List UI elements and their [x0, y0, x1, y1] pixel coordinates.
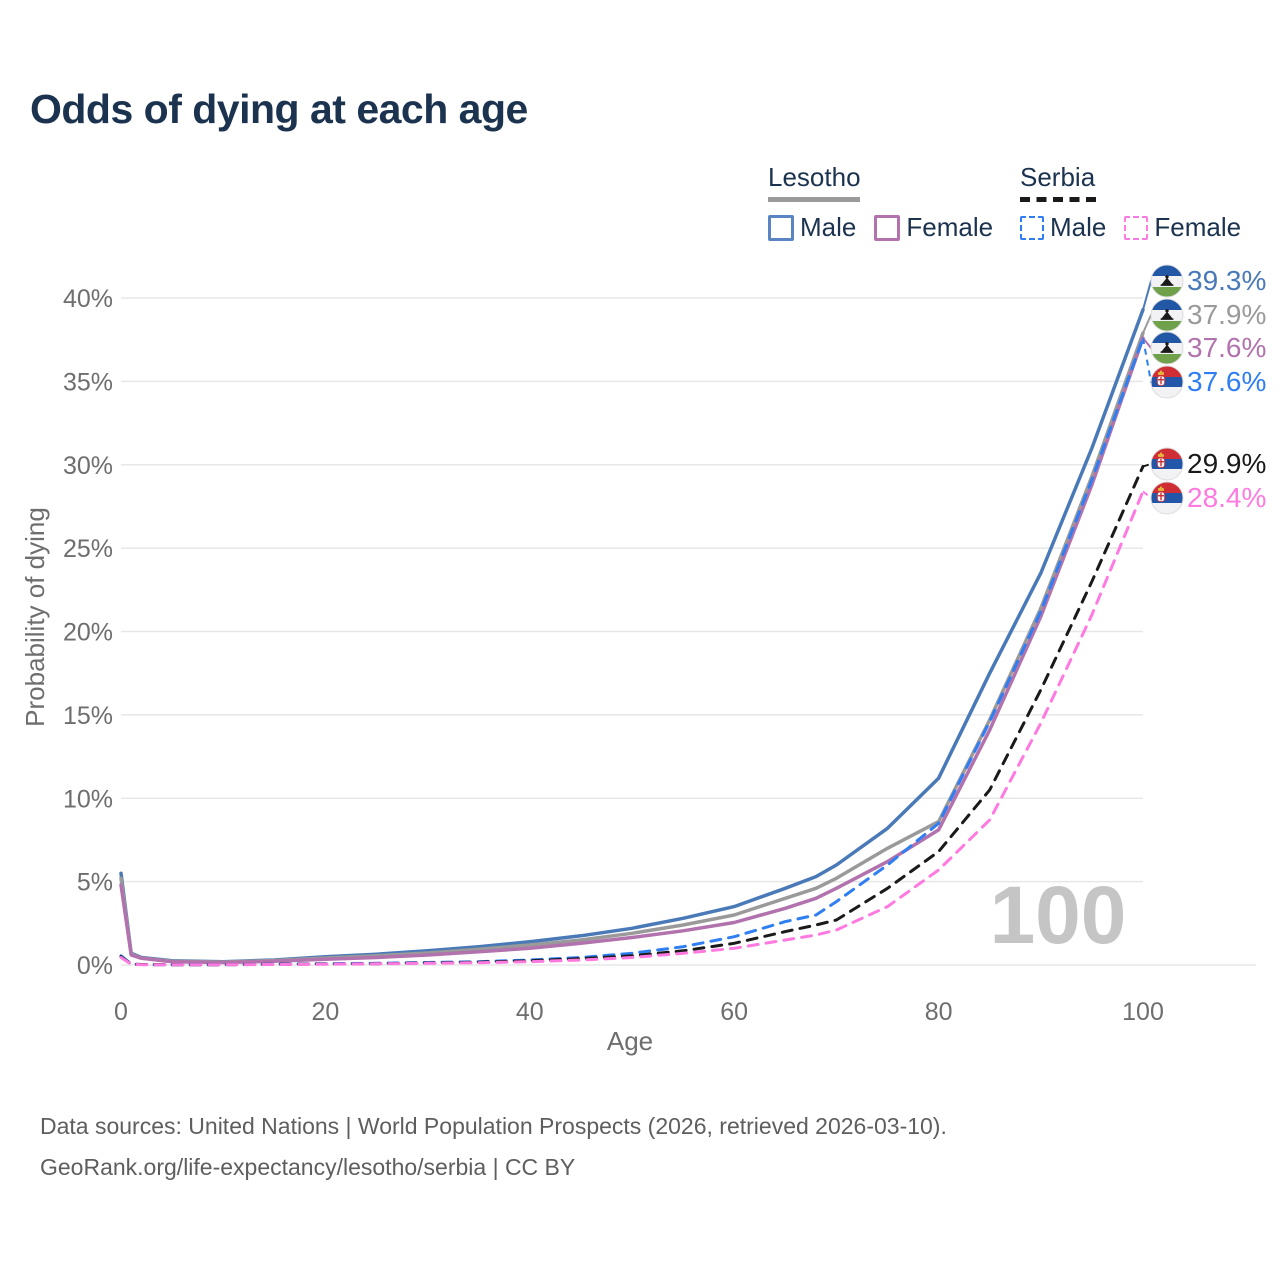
end-label-lesotho-female: 37.6%	[1187, 332, 1266, 363]
legend-group-serbia: Serbia Male Female	[1020, 162, 1241, 243]
y-tick-label: 5%	[77, 869, 113, 897]
watermark-100: 100	[990, 870, 1127, 961]
serbia-flag-icon	[1151, 482, 1183, 514]
serbia-male-swatch-icon	[1020, 215, 1044, 240]
serbia-female-swatch-icon	[1124, 215, 1149, 240]
data-sources-text: Data sources: United Nations | World Pop…	[40, 1113, 947, 1139]
legend-item-lesotho-male[interactable]: Male	[768, 212, 856, 243]
y-tick-label: 15%	[63, 702, 113, 730]
x-tick-label: 80	[925, 998, 953, 1026]
series-line-lesotho-total[interactable]	[119, 331, 1145, 964]
legend-label-lesotho-female: Female	[906, 212, 994, 242]
legend-label-serbia-male: Male	[1050, 212, 1107, 242]
series-line-serbia-female[interactable]	[119, 489, 1145, 967]
x-tick-label: 100	[1122, 998, 1164, 1026]
attribution-link-text: GeoRank.org/life-expectancy/lesotho/serb…	[40, 1154, 576, 1180]
y-tick-label: 30%	[63, 452, 113, 480]
y-tick-label: 40%	[63, 285, 113, 313]
y-tick-label: 0%	[77, 952, 113, 980]
lesotho-flag-icon	[1151, 265, 1183, 297]
x-axis-title: Age	[607, 1026, 653, 1056]
legend-item-serbia-male[interactable]: Male	[1020, 212, 1106, 243]
legend-label-lesotho-male: Male	[800, 212, 857, 242]
lesotho-female-swatch-icon	[874, 214, 901, 241]
y-tick-label: 25%	[63, 535, 113, 563]
end-label-serbia-male: 37.6%	[1187, 366, 1266, 397]
lesotho-flag-icon	[1151, 332, 1183, 364]
x-tick-label: 60	[720, 998, 748, 1026]
end-label-leader	[1142, 463, 1152, 468]
end-label-lesotho-total: 37.9%	[1187, 299, 1266, 330]
x-tick-label: 20	[311, 998, 339, 1026]
legend-country-lesotho: Lesotho	[768, 162, 861, 192]
legend-group-lesotho: Lesotho Male Female	[768, 162, 993, 243]
serbia-flag-icon	[1151, 448, 1183, 480]
chart-title: Odds of dying at each age	[30, 86, 528, 132]
y-axis-title: Probability of dying	[20, 507, 50, 727]
serbia-flag-icon	[1151, 366, 1183, 398]
legend-label-serbia-female: Female	[1154, 212, 1242, 242]
end-label-serbia-female: 28.4%	[1187, 482, 1266, 513]
footer: Data sources: United Nations | World Pop…	[40, 1106, 947, 1188]
lesotho-male-swatch-icon	[768, 214, 794, 241]
serbia-total-line-swatch	[1020, 197, 1096, 202]
end-label-serbia-total: 29.9%	[1187, 448, 1266, 479]
legend-country-serbia: Serbia	[1020, 162, 1096, 192]
legend-item-serbia-female[interactable]: Female	[1124, 212, 1241, 243]
end-label-leader	[1142, 314, 1152, 334]
lesotho-total-line-swatch	[768, 197, 860, 202]
series-line-lesotho-female[interactable]	[119, 336, 1145, 965]
x-tick-label: 40	[516, 998, 544, 1026]
y-tick-label: 20%	[63, 619, 113, 647]
x-tick-label: 0	[114, 998, 128, 1026]
y-tick-label: 10%	[63, 785, 113, 813]
series-line-lesotho-male[interactable]	[119, 307, 1145, 964]
end-label-leader	[1142, 280, 1152, 310]
y-tick-label: 35%	[63, 368, 113, 396]
end-label-lesotho-male: 39.3%	[1187, 265, 1266, 296]
legend-item-lesotho-female[interactable]: Female	[874, 212, 993, 243]
lesotho-flag-icon	[1151, 299, 1183, 331]
